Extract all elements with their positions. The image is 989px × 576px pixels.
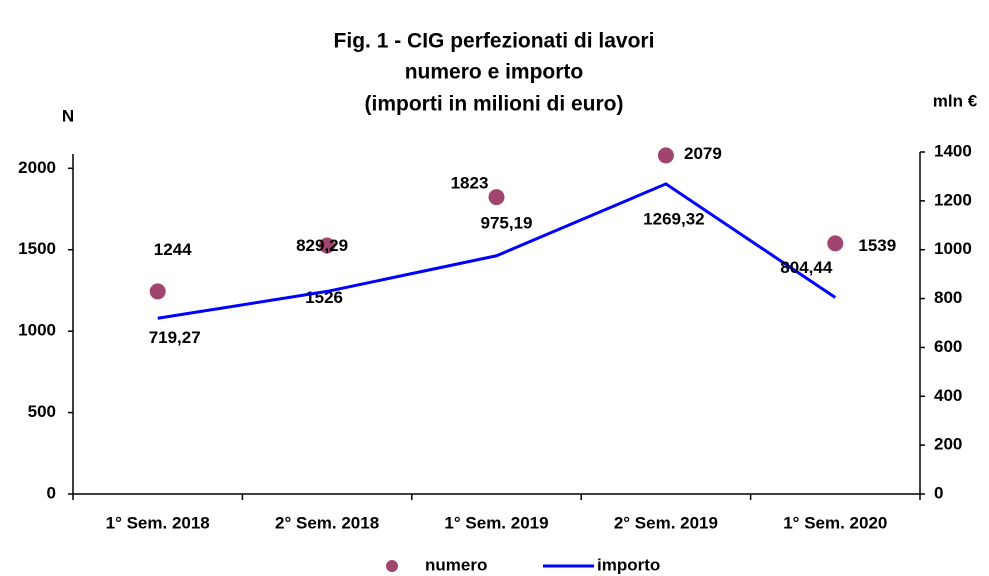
y-tick-label: 1000 — [18, 321, 56, 340]
chart-title: Fig. 1 - CIG perfezionati di lavori — [334, 30, 655, 53]
y2-tick-label: 600 — [934, 337, 962, 356]
y-axis-label: N — [62, 106, 74, 125]
data-label: 2079 — [684, 144, 722, 163]
data-label: 719,27 — [149, 328, 201, 347]
point — [149, 283, 166, 300]
chart-title: numero e importo — [405, 61, 584, 84]
y-tick-label: 500 — [28, 402, 56, 421]
line — [157, 182, 837, 320]
y2-tick-label: 800 — [934, 288, 962, 307]
y-tick-label: 0 — [47, 483, 56, 502]
chart-title: (importi in milioni di euro) — [365, 93, 624, 116]
point — [319, 237, 336, 254]
x-tick-label: 2° Sem. 2018 — [275, 513, 379, 532]
data-label: 1244 — [154, 240, 192, 259]
y2-tick-label: 1000 — [934, 239, 972, 258]
x-tick-label: 1° Sem. 2019 — [444, 513, 548, 532]
legend-label: importo — [597, 555, 660, 574]
legend-marker — [386, 560, 398, 572]
x-tick-label: 2° Sem. 2019 — [614, 513, 718, 532]
x-tick-label: 1° Sem. 2018 — [106, 513, 210, 532]
data-label: 829,29 — [296, 236, 348, 255]
point — [488, 189, 505, 206]
y2-tick-label: 0 — [934, 483, 943, 502]
data-label: 1269,32 — [643, 209, 704, 228]
y-tick-label: 2000 — [18, 158, 56, 177]
point — [657, 147, 674, 164]
legend-label: numero — [425, 555, 487, 574]
data-label: 975,19 — [481, 213, 533, 232]
point — [827, 235, 844, 252]
data-label: 1823 — [451, 174, 489, 193]
y2-tick-label: 1200 — [934, 190, 972, 209]
data-label: 804,44 — [780, 258, 833, 277]
y2-tick-label: 200 — [934, 435, 962, 454]
y-tick-label: 1500 — [18, 239, 56, 258]
y2-tick-label: 1400 — [934, 141, 972, 160]
y2-tick-label: 400 — [934, 386, 962, 405]
y2-axis-label: mln € — [933, 91, 978, 110]
data-label: 1539 — [858, 236, 896, 255]
x-tick-label: 1° Sem. 2020 — [783, 513, 887, 532]
